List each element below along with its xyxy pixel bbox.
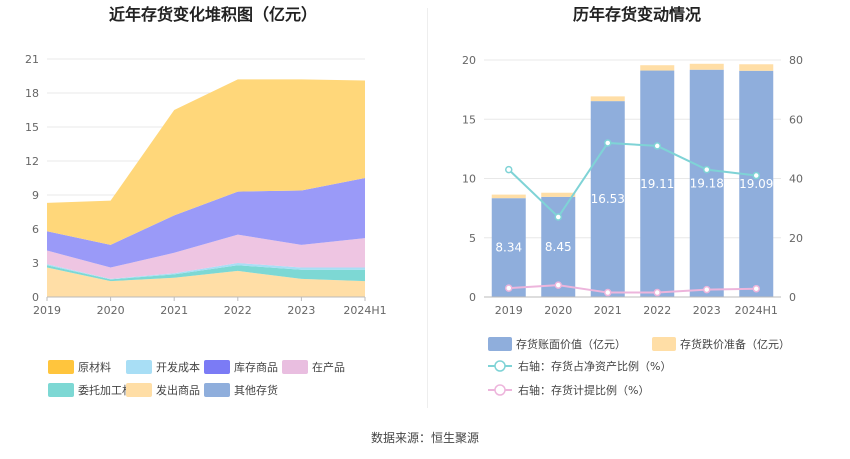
y-tick-label: 20: [462, 54, 476, 67]
legend-marker: [494, 360, 506, 372]
line-point: [703, 285, 711, 294]
data-source-label: 数据来源：恒生聚源: [370, 431, 479, 445]
y2-tick-label: 80: [789, 54, 803, 67]
line-point: [505, 284, 513, 292]
x-tick-label: 2024H1: [735, 304, 778, 317]
legend-swatch: [282, 360, 308, 374]
y-tick-label: 12: [25, 155, 39, 168]
bar-impairment-provision: [541, 192, 576, 197]
area-series-开发成本: [47, 263, 365, 280]
legend-label: 存货跌价准备（亿元）: [680, 337, 790, 351]
legend-swatch: [652, 337, 676, 351]
x-tick-label: 2021: [594, 304, 622, 317]
bar-impairment-provision: [640, 65, 675, 71]
legend-swatch: [48, 383, 74, 397]
x-tick-label: 2020: [544, 304, 572, 317]
bar-value-label: 16.53: [591, 192, 625, 206]
x-tick-label: 2024H1: [343, 304, 386, 317]
legend-label: 右轴：存货计提比例（%）: [518, 383, 649, 397]
y-tick-label: 5: [469, 232, 476, 245]
y2-tick-label: 20: [789, 232, 803, 245]
bar-impairment-provision: [739, 64, 774, 71]
bar-impairment-provision: [590, 96, 625, 102]
bar-value-label: 19.09: [739, 177, 773, 191]
area-series-发出商品: [47, 267, 365, 297]
bar-line-combo-chart: 0 5 10 15 20 0 20 40 60 80 8.34 8.45 16.53 19.11 19.18…: [462, 54, 803, 317]
x-tick-label: 2023: [287, 304, 315, 317]
area-series-库存商品: [47, 178, 365, 268]
line-point: [653, 142, 661, 150]
y-tick-label: 18: [25, 87, 39, 100]
legend-label: 开发成本: [156, 360, 200, 374]
bar-value-label: 19.18: [690, 176, 724, 190]
line-point: [554, 213, 562, 221]
x-tick-label: 2019: [495, 304, 523, 317]
legend-swatch: [48, 360, 74, 374]
bar-value-label: 19.11: [640, 177, 674, 191]
x-tick-label: 2020: [97, 304, 125, 317]
bar-book-value: [491, 198, 526, 297]
y-tick-label: 15: [462, 113, 476, 126]
x-tick-label: 2019: [33, 304, 61, 317]
line-series-inventory-to-net-assets: [508, 141, 757, 219]
right-chart-title: 历年存货变动情况: [573, 5, 701, 24]
legend-swatch: [204, 360, 230, 374]
bar-impairment-provision: [491, 194, 526, 199]
line-point: [554, 281, 562, 289]
line-point: [703, 165, 711, 174]
x-tick-label: 2021: [160, 304, 188, 317]
y-tick-label: 3: [32, 257, 39, 270]
y-tick-label: 21: [25, 53, 39, 66]
chart-divider: [427, 8, 428, 408]
x-tick-label: 2023: [693, 304, 721, 317]
y-tick-label: 15: [25, 121, 39, 134]
y2-tick-label: 0: [789, 291, 796, 304]
legend-swatch: [488, 337, 512, 351]
area-series-在产品: [47, 234, 365, 279]
legend-label: 原材料: [78, 360, 111, 374]
bar-value-label: 8.34: [495, 241, 522, 255]
legend-label: 发出商品: [156, 383, 200, 397]
left-chart-title: 近年存货变化堆积图（亿元）: [109, 5, 317, 24]
bar-value-label: 8.45: [545, 240, 572, 254]
right-chart-legend: 存货账面价值（亿元） 存货跌价准备（亿元） 右轴：存货占净资产比例（%） 右轴：存货计…: [488, 337, 790, 397]
x-tick-label: 2022: [224, 304, 252, 317]
legend-swatch: [126, 360, 152, 374]
y-tick-label: 10: [462, 173, 476, 186]
legend-label: 在产品: [312, 360, 345, 374]
legend-label: 其他存货: [234, 383, 278, 397]
legend-label: 库存商品: [234, 360, 278, 374]
y-tick-label: 6: [32, 223, 39, 236]
area-series-委托加工材料: [47, 265, 365, 282]
y2-tick-label: 60: [789, 113, 803, 126]
line-series-provision-ratio: [508, 284, 757, 294]
y-tick-label: 0: [469, 291, 476, 304]
legend-marker: [494, 384, 506, 396]
bar-book-value: [689, 69, 724, 297]
bar-book-value: [739, 70, 774, 297]
area-series-原材料: [47, 79, 365, 245]
bar-impairment-provision: [689, 63, 724, 70]
x-tick-label: 2022: [643, 304, 671, 317]
bar-book-value: [640, 70, 675, 297]
y-tick-label: 0: [32, 291, 39, 304]
bar-book-value: [590, 101, 625, 297]
stacked-area-chart: 0 3 6 9 12 15 18 21 2019 2020 2021 2022 2023 2024H1: [25, 53, 387, 317]
y-tick-label: 9: [32, 189, 39, 202]
line-point: [505, 165, 513, 174]
line-point: [653, 288, 661, 297]
legend-swatch: [126, 383, 152, 397]
y2-tick-label: 40: [789, 173, 803, 186]
line-point: [752, 171, 760, 180]
legend-swatch: [204, 383, 230, 397]
line-point: [752, 284, 760, 293]
line-point: [604, 288, 612, 297]
legend-label: 存货账面价值（亿元）: [516, 337, 626, 351]
line-point: [604, 139, 612, 147]
legend-label: 右轴：存货占净资产比例（%）: [518, 359, 671, 373]
